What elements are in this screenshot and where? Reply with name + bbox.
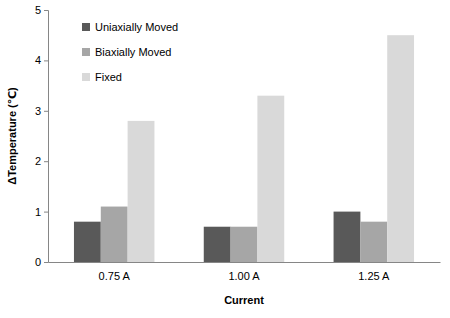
legend-swatch <box>82 23 90 31</box>
x-tick: 1.00 A <box>228 262 260 282</box>
bar <box>101 207 128 262</box>
y-tick: 3 <box>35 105 48 117</box>
x-axis-line <box>49 262 441 263</box>
bar <box>360 222 387 262</box>
y-tick-mark <box>44 111 48 112</box>
y-axis: 0 1 2 3 4 5 <box>35 4 49 268</box>
legend-swatch <box>82 48 90 56</box>
x-tick-label: 1.00 A <box>228 270 260 282</box>
plot-area: 0 1 2 3 4 5 0.75 A 1.00 A 1.25 A Uniaxially Moved… <box>35 4 441 282</box>
y-tick: 5 <box>35 4 48 16</box>
bars <box>74 35 414 262</box>
legend-label: Fixed <box>95 71 122 83</box>
bar <box>128 121 155 262</box>
y-tick-mark <box>44 161 48 162</box>
y-tick-label: 2 <box>35 155 41 167</box>
bar <box>387 35 414 262</box>
legend-label: Uniaxially Moved <box>95 21 178 33</box>
y-tick-mark <box>44 10 48 11</box>
legend-swatch <box>82 73 90 81</box>
y-tick: 1 <box>35 206 48 218</box>
y-tick: 4 <box>35 54 48 66</box>
y-axis-line <box>44 11 49 263</box>
x-tick: 0.75 A <box>99 262 131 282</box>
bar <box>231 227 258 262</box>
x-axis-title: Current <box>224 294 264 306</box>
legend-item: Fixed <box>82 71 122 83</box>
bar <box>257 96 284 262</box>
y-tick-mark <box>44 60 48 61</box>
y-tick-label: 3 <box>35 105 41 117</box>
x-tick-label: 1.25 A <box>358 270 390 282</box>
legend-label: Biaxially Moved <box>95 46 171 58</box>
y-tick-label: 4 <box>35 54 41 66</box>
y-tick-mark <box>44 212 48 213</box>
bar <box>334 212 361 262</box>
y-tick-mark <box>44 262 48 263</box>
y-tick-label: 5 <box>35 4 41 16</box>
legend-item: Uniaxially Moved <box>82 21 178 33</box>
y-tick-label: 0 <box>35 256 41 268</box>
legend-item: Biaxially Moved <box>82 46 171 58</box>
y-axis-title: ΔTemperature (℃) <box>6 87 18 185</box>
legend: Uniaxially Moved Biaxially Moved Fixed <box>82 21 178 83</box>
bar <box>204 227 231 262</box>
y-tick: 2 <box>35 155 48 167</box>
x-axis: 0.75 A 1.00 A 1.25 A <box>49 262 441 282</box>
chart: 0 1 2 3 4 5 0.75 A 1.00 A 1.25 A Uniaxially Moved… <box>0 0 450 318</box>
x-tick: 1.25 A <box>358 262 390 282</box>
y-tick: 0 <box>35 256 48 268</box>
x-tick-label: 0.75 A <box>99 270 131 282</box>
y-tick-label: 1 <box>35 206 41 218</box>
bar <box>74 222 101 262</box>
